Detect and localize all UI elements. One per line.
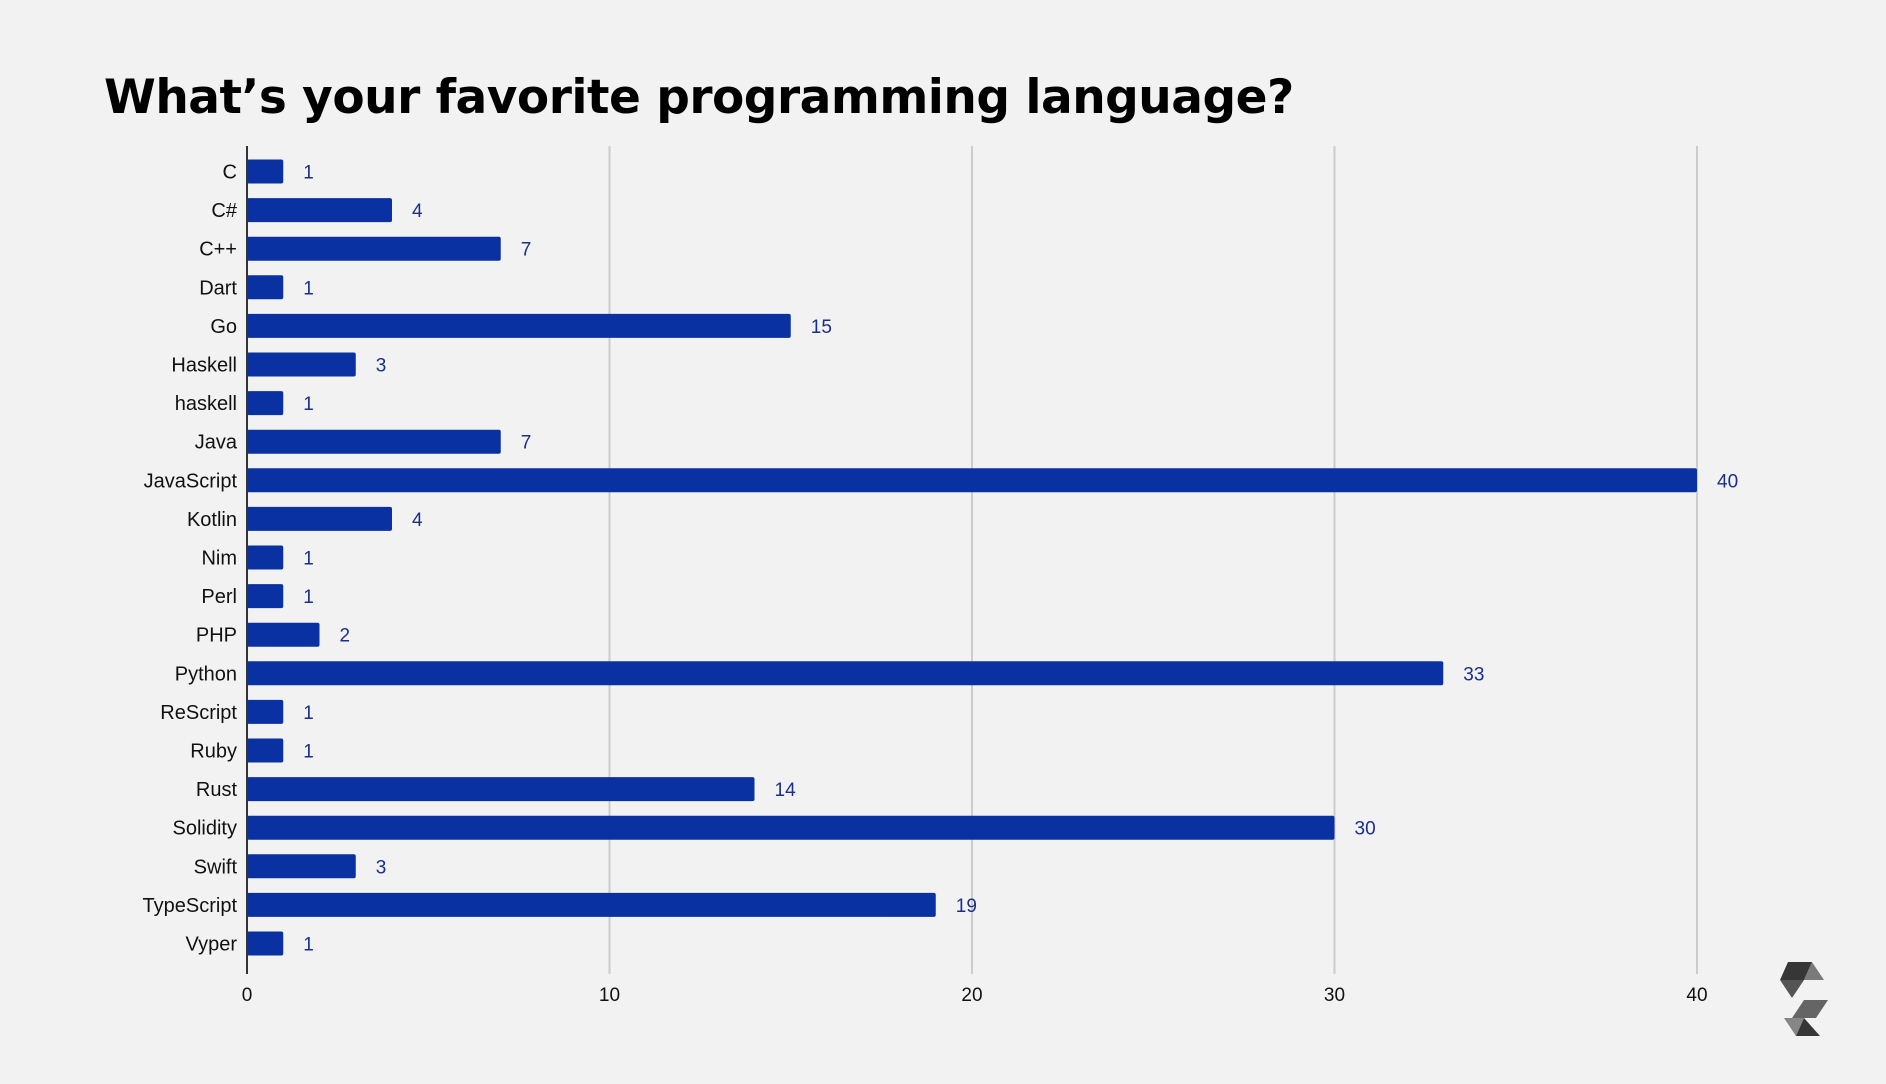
- category-label: Dart: [199, 277, 237, 299]
- value-label: 1: [303, 278, 314, 299]
- solidity-logo-icon: [1780, 962, 1828, 1036]
- category-label: Ruby: [190, 741, 237, 763]
- bars: [247, 159, 1697, 956]
- value-label: 3: [376, 356, 387, 377]
- x-tick-label: 30: [1324, 985, 1345, 1006]
- bar: [247, 159, 284, 184]
- bar: [247, 275, 284, 300]
- bar: [247, 699, 284, 724]
- bar: [247, 777, 755, 802]
- value-label: 15: [811, 317, 832, 338]
- x-tick-label: 40: [1686, 985, 1707, 1006]
- bar: [247, 738, 284, 763]
- bar: [247, 236, 501, 261]
- category-label: JavaScript: [144, 470, 238, 492]
- bar: [247, 931, 284, 956]
- bar: [247, 584, 284, 609]
- category-labels: C C# C++ Dart Go Haskell haskell Java JavaScript…: [143, 162, 238, 956]
- category-label: TypeScript: [143, 895, 238, 917]
- value-label: 19: [956, 896, 977, 917]
- value-label: 1: [303, 163, 314, 184]
- category-label: Kotlin: [187, 509, 237, 531]
- value-label: 1: [303, 742, 314, 763]
- chart-title: What’s your favorite programming languag…: [104, 70, 1294, 125]
- category-label: C: [223, 162, 237, 184]
- value-label: 40: [1717, 471, 1738, 492]
- value-label: 1: [303, 549, 314, 570]
- value-label: 1: [303, 394, 314, 415]
- category-label: Solidity: [173, 818, 237, 840]
- value-label: 7: [521, 433, 532, 454]
- value-label: 2: [340, 626, 351, 647]
- category-label: Java: [195, 432, 238, 454]
- bar: [247, 391, 284, 416]
- value-label: 4: [412, 201, 423, 222]
- category-label: Swift: [194, 856, 238, 878]
- category-label: Perl: [201, 586, 237, 608]
- category-label: Rust: [196, 779, 238, 801]
- category-label: Go: [210, 316, 237, 338]
- bar: [247, 815, 1335, 840]
- x-tick-label: 20: [961, 985, 982, 1006]
- value-label: 30: [1355, 819, 1376, 840]
- bar: [247, 313, 791, 338]
- category-label: Nim: [201, 548, 237, 570]
- x-axis-tick-labels: 0 10 20 30 40: [242, 985, 1708, 1006]
- bar: [247, 198, 392, 223]
- x-tick-label: 10: [599, 985, 620, 1006]
- value-label: 7: [521, 240, 532, 261]
- bar: [247, 622, 320, 647]
- category-label: haskell: [175, 393, 237, 415]
- category-label: Haskell: [171, 355, 237, 377]
- bar: [247, 854, 356, 879]
- value-label: 1: [303, 935, 314, 956]
- value-label: 1: [303, 587, 314, 608]
- bar: [247, 545, 284, 570]
- category-label: C++: [199, 239, 237, 261]
- value-label: 4: [412, 510, 423, 531]
- category-label: Vyper: [185, 934, 237, 956]
- category-label: PHP: [196, 625, 237, 647]
- bar: [247, 429, 501, 454]
- bar: [247, 661, 1444, 686]
- x-tick-label: 0: [242, 985, 253, 1006]
- value-label: 33: [1463, 664, 1484, 685]
- category-label: C#: [211, 200, 237, 222]
- value-label: 1: [303, 703, 314, 724]
- bar: [247, 892, 936, 917]
- value-label: 14: [775, 780, 797, 801]
- bar: [247, 468, 1697, 493]
- value-label: 3: [376, 857, 387, 878]
- bar: [247, 352, 356, 377]
- bar: [247, 506, 392, 531]
- gridlines: [608, 146, 1698, 974]
- category-label: Python: [175, 663, 237, 685]
- category-label: ReScript: [160, 702, 237, 724]
